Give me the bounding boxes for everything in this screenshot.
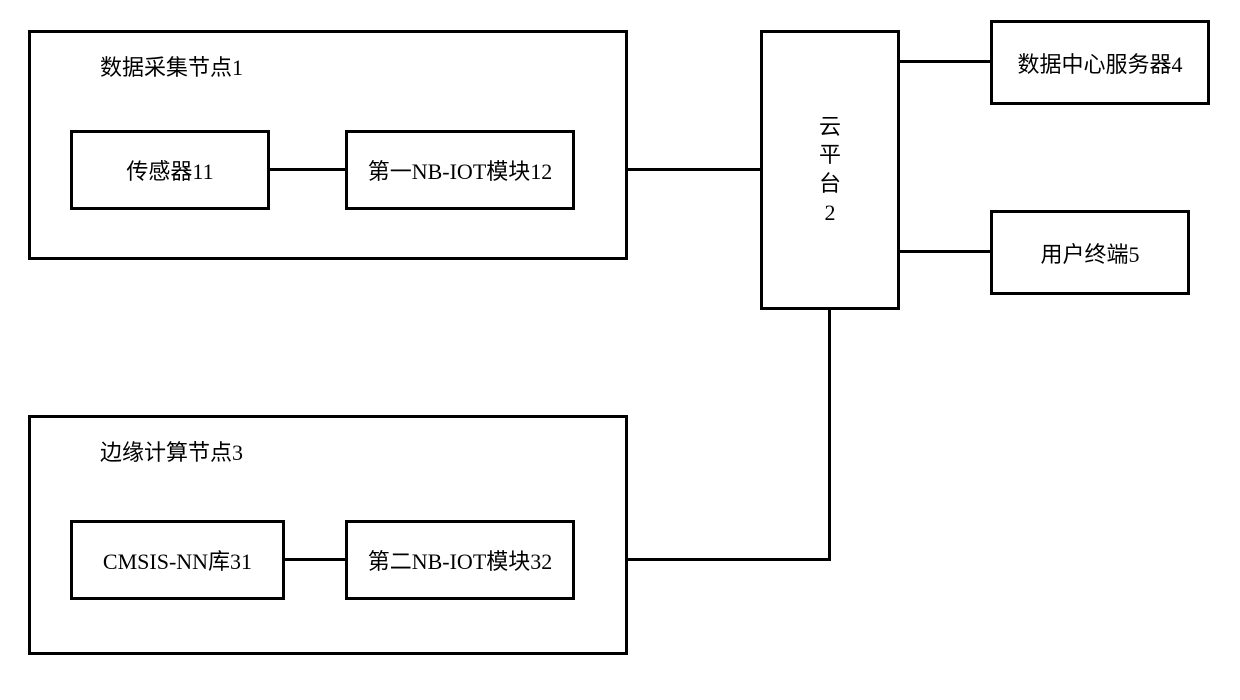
edge-cloud-datacenter	[900, 60, 990, 63]
nbiot2-label: 第二NB-IOT模块32	[368, 544, 553, 576]
datacenter-box: 数据中心服务器4	[990, 20, 1210, 105]
edge-compute-title: 边缘计算节点3	[100, 435, 243, 467]
nbiot2-box: 第二NB-IOT模块32	[345, 520, 575, 600]
terminal-label: 用户终端5	[1040, 237, 1139, 269]
edge-cloud-terminal	[900, 250, 990, 253]
terminal-box: 用户终端5	[990, 210, 1190, 295]
edge-sensor-nbiot1	[270, 168, 345, 171]
edge-edgecompute-cloud	[628, 558, 831, 561]
datacenter-label: 数据中心服务器4	[1007, 47, 1192, 79]
edge-collection-cloud	[628, 168, 760, 171]
cloud-platform-box: 云 平 台 2	[760, 30, 900, 310]
data-collection-title: 数据采集节点1	[100, 50, 243, 82]
cloud-platform-label: 云 平 台 2	[819, 113, 841, 227]
cmsis-box: CMSIS-NN库31	[70, 520, 285, 600]
nbiot1-label: 第一NB-IOT模块12	[368, 154, 553, 186]
sensor-box: 传感器11	[70, 130, 270, 210]
nbiot1-box: 第一NB-IOT模块12	[345, 130, 575, 210]
cmsis-label: CMSIS-NN库31	[103, 544, 252, 576]
edge-cloud-down	[828, 310, 831, 560]
sensor-label: 传感器11	[126, 154, 213, 186]
edge-cmsis-nbiot2	[285, 558, 345, 561]
